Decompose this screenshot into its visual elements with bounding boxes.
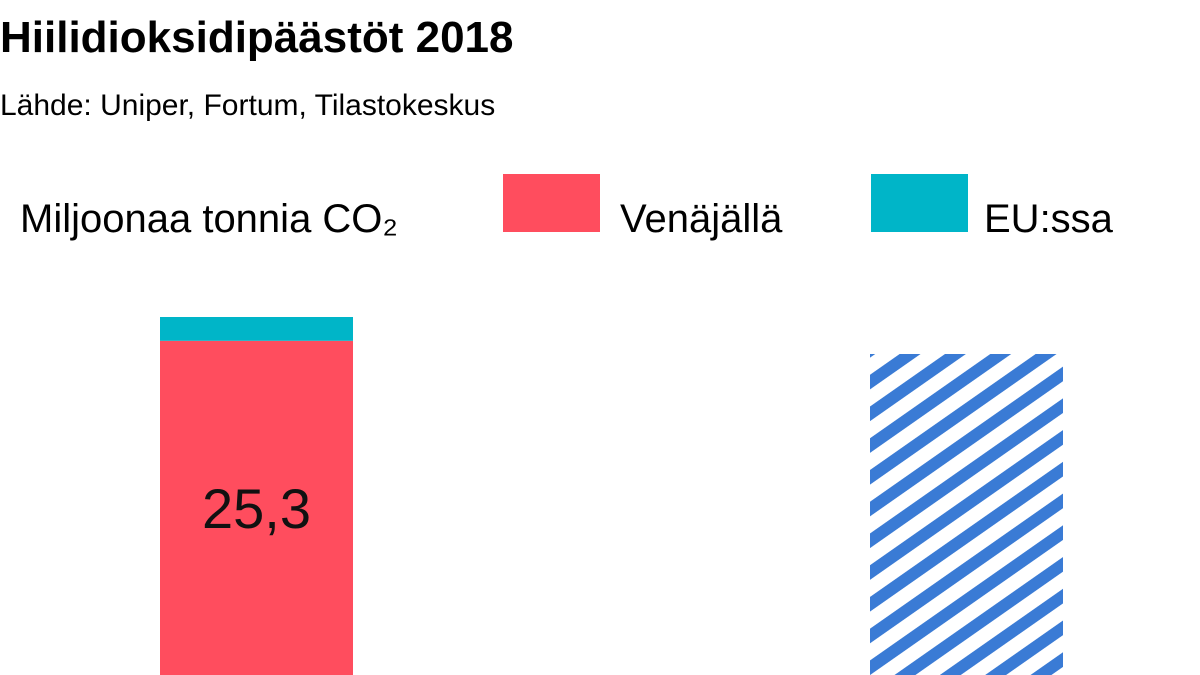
legend-label-russia: Venäjällä bbox=[620, 197, 783, 241]
legend-swatch-russia bbox=[503, 174, 600, 232]
bars-group: 25,3 bbox=[160, 317, 1063, 675]
bar-1-segment-2 bbox=[160, 317, 353, 341]
chart-subtitle: Lähde: Uniper, Fortum, Tilastokeskus bbox=[0, 89, 495, 122]
legend-label-eu: EU:ssa bbox=[984, 197, 1114, 241]
bar-1-segment-1 bbox=[160, 340, 353, 675]
bar-1-value-label: 25,3 bbox=[202, 477, 311, 540]
chart-title: Hiilidioksidipäästöt 2018 bbox=[0, 13, 514, 62]
unit-label: Miljoonaa tonnia CO₂ bbox=[20, 197, 398, 241]
legend-swatch-eu bbox=[871, 174, 968, 232]
bar-2-segment-1 bbox=[870, 354, 1063, 675]
